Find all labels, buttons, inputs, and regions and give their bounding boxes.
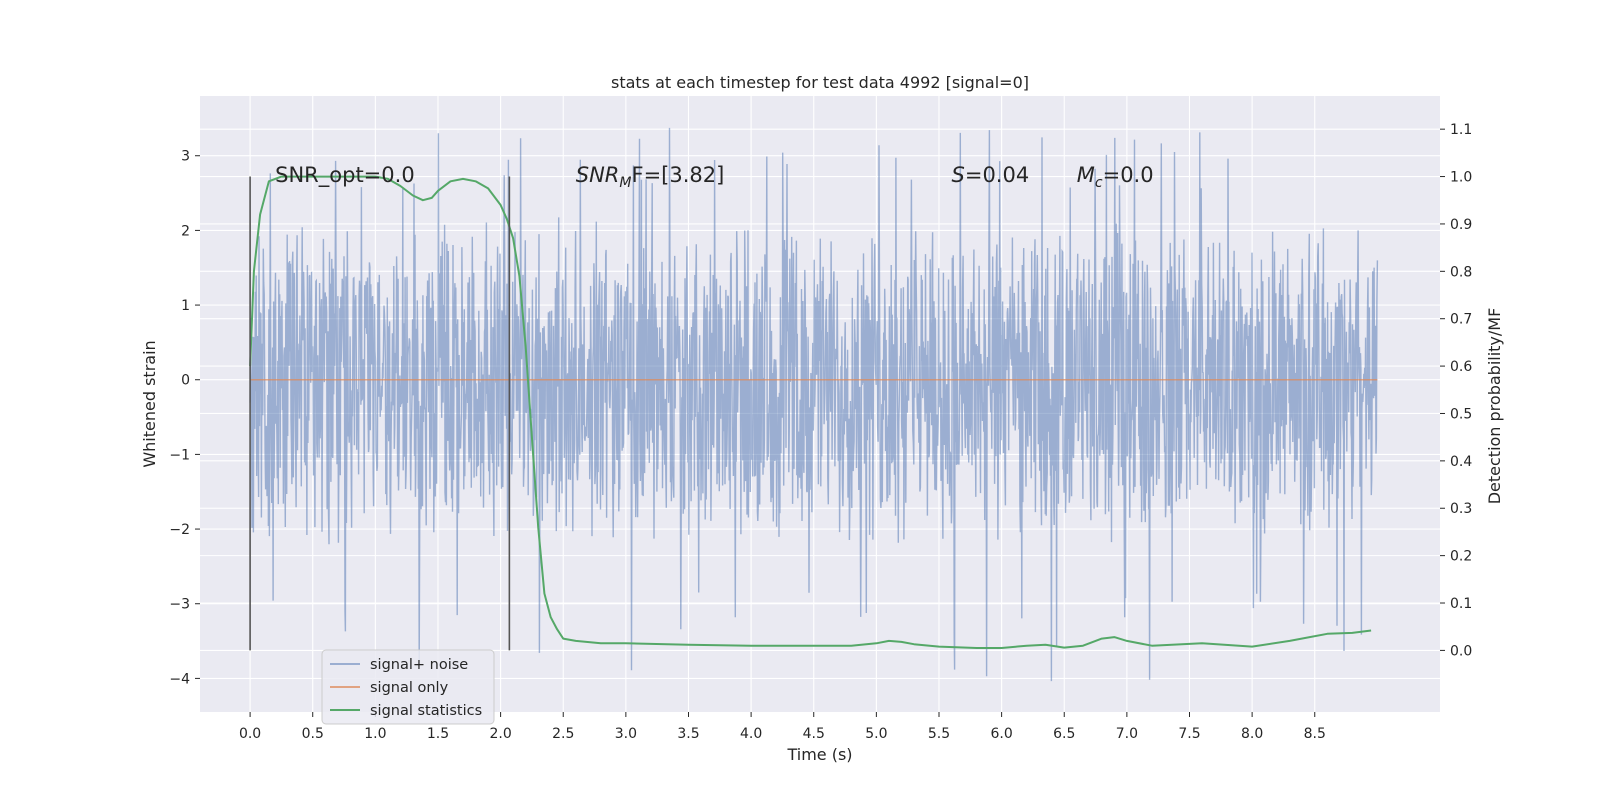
- vlines: [249, 176, 511, 651]
- x-tick-label: 7.5: [1178, 726, 1200, 742]
- legend-label-0: signal+ noise: [370, 657, 468, 673]
- y-left-tick-label: −2: [169, 522, 190, 538]
- annotation-0: SNR_opt=0.0: [275, 163, 415, 188]
- legend-label-1: signal only: [370, 680, 449, 696]
- y-right-tick-label: 0.7: [1450, 312, 1472, 328]
- annotation-1-subscript: M: [619, 175, 631, 191]
- x-axis-label: Time (s): [786, 745, 852, 764]
- y-left-tick-label: 2: [181, 223, 190, 239]
- x-tick-label: 0.5: [302, 726, 324, 742]
- y-left-tick-label: −3: [169, 597, 190, 613]
- x-tick-label: 6.5: [1053, 726, 1075, 742]
- y-axis-left-ticks: 3 2 1 0 −1 −2 −3 −4: [169, 149, 200, 687]
- y-right-tick-label: 0.9: [1450, 217, 1472, 233]
- annotation-2: S=0.04: [952, 163, 1030, 187]
- y-right-tick-label: 0.1: [1450, 596, 1472, 612]
- x-tick-label: 2.0: [489, 726, 511, 742]
- annotation-1: SNRMF=[3.82]: [576, 163, 725, 191]
- x-tick-label: 2.5: [552, 726, 574, 742]
- y-right-tick-label: 0.8: [1450, 264, 1472, 280]
- y-left-tick-label: 1: [181, 298, 190, 314]
- y-right-tick-label: 0.5: [1450, 406, 1472, 422]
- x-tick-label: 4.0: [740, 726, 762, 742]
- y-right-tick-label: 0.2: [1450, 549, 1472, 565]
- x-tick-label: 5.5: [928, 726, 950, 742]
- series-signal-plus-noise: [249, 127, 1379, 682]
- y-left-tick-label: −1: [169, 447, 190, 463]
- annotation-3-symbol: M: [1077, 163, 1095, 187]
- x-tick-label: 6.0: [990, 726, 1012, 742]
- annotation-3: Mc=0.0: [1077, 163, 1154, 191]
- y-right-tick-label: 1.1: [1450, 122, 1472, 138]
- y-right-tick-label: 1.0: [1450, 170, 1472, 186]
- chart-title: stats at each timestep for test data 499…: [611, 73, 1029, 92]
- annotation-1-symbol: SNR: [576, 163, 620, 187]
- x-tick-label: 8.0: [1241, 726, 1263, 742]
- annotation-3-value: =0.0: [1103, 163, 1154, 187]
- x-tick-label: 3.5: [677, 726, 699, 742]
- annotations: SNR_opt=0.0 SNRMF=[3.82] S=0.04 Mc=0.0: [275, 163, 1153, 191]
- y-right-tick-label: 0.3: [1450, 501, 1472, 517]
- annotation-2-value: =0.04: [965, 163, 1029, 187]
- y-axis-left-label: Whitened strain: [140, 340, 159, 467]
- x-tick-label: 3.0: [615, 726, 637, 742]
- legend-box: [321, 649, 495, 725]
- annotation-3-subscript: c: [1095, 175, 1103, 191]
- x-tick-label: 1.0: [364, 726, 386, 742]
- y-left-tick-label: 0: [181, 373, 190, 389]
- x-tick-label: 7.0: [1116, 726, 1138, 742]
- legend: signal+ noise signal only signal statistic…: [321, 649, 495, 725]
- y-axis-right-ticks: 1.1 1.0 0.9 0.8 0.7 0.6 0.5 0.4 0.3 0.2 0.1 0.0: [1440, 122, 1472, 659]
- y-right-tick-label: 0.6: [1450, 359, 1472, 375]
- series-signal-statistics: [249, 175, 1372, 649]
- series-layer: [249, 127, 1379, 682]
- y-right-tick-label: 0.0: [1450, 643, 1472, 659]
- y-left-tick-label: 3: [181, 149, 190, 165]
- legend-label-2: signal statistics: [370, 703, 482, 719]
- y-right-tick-label: 0.4: [1450, 454, 1472, 470]
- y-left-tick-label: −4: [169, 671, 190, 687]
- x-tick-label: 1.5: [427, 726, 449, 742]
- x-axis-ticks: 0.0 0.5 1.0 1.5 2.0 2.5 3.0 3.5 4.0 4.5 5.0 5.5 6.0 6…: [239, 712, 1326, 742]
- x-tick-label: 4.5: [803, 726, 825, 742]
- x-tick-label: 8.5: [1304, 726, 1326, 742]
- annotation-2-symbol: S: [952, 163, 965, 187]
- x-tick-label: 5.0: [865, 726, 887, 742]
- x-tick-label: 0.0: [239, 726, 261, 742]
- annotation-1-value: F=[3.82]: [631, 163, 724, 187]
- y-axis-right-label: Detection probability/MF: [1485, 308, 1504, 505]
